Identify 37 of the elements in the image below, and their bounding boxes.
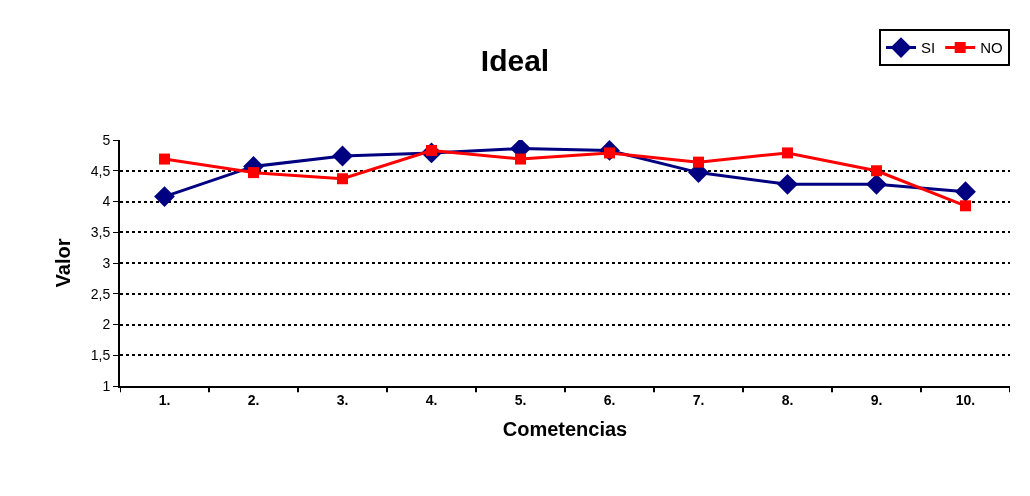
- legend-label: NO: [980, 39, 1003, 57]
- y-tick-label: 4: [102, 193, 111, 210]
- y-tick-label: 1,5: [90, 347, 111, 364]
- point: [871, 165, 882, 177]
- y-tick-label: 2,5: [90, 285, 111, 302]
- y-axis-title: Valor: [51, 238, 74, 288]
- point: [332, 145, 353, 167]
- point: [248, 167, 259, 179]
- x-tick-label: 2.: [247, 391, 260, 408]
- point: [159, 153, 170, 165]
- y-tick-label: 5: [102, 131, 111, 148]
- x-tick-label: 4.: [425, 391, 438, 408]
- point: [782, 147, 793, 159]
- y-tick-label: 1: [102, 377, 111, 394]
- point: [955, 181, 976, 203]
- point: [777, 173, 798, 195]
- y-tick-label: 3: [102, 254, 111, 271]
- y-tick-label: 4,5: [90, 162, 111, 179]
- x-tick-label: 10.: [955, 391, 976, 408]
- point: [866, 173, 887, 195]
- y-tick-label: 3,5: [90, 224, 111, 241]
- chart-title: Ideal: [480, 43, 550, 77]
- x-tick-label: 8.: [781, 391, 794, 408]
- point: [515, 153, 526, 165]
- x-tick-label: 5.: [514, 391, 527, 408]
- x-tick-label: 9.: [870, 391, 883, 408]
- x-axis-title: Cometencias: [502, 417, 628, 440]
- x-tick-label: 6.: [603, 391, 616, 408]
- x-tick-label: 1.: [158, 391, 171, 408]
- point: [960, 200, 971, 212]
- x-tick-label: 3.: [336, 391, 349, 408]
- point: [337, 173, 348, 185]
- point: [154, 186, 175, 207]
- point: [693, 156, 704, 168]
- x-tick-label: 7.: [692, 391, 705, 408]
- y-tick-label: 2: [102, 316, 111, 333]
- legend-label: SI: [921, 39, 936, 57]
